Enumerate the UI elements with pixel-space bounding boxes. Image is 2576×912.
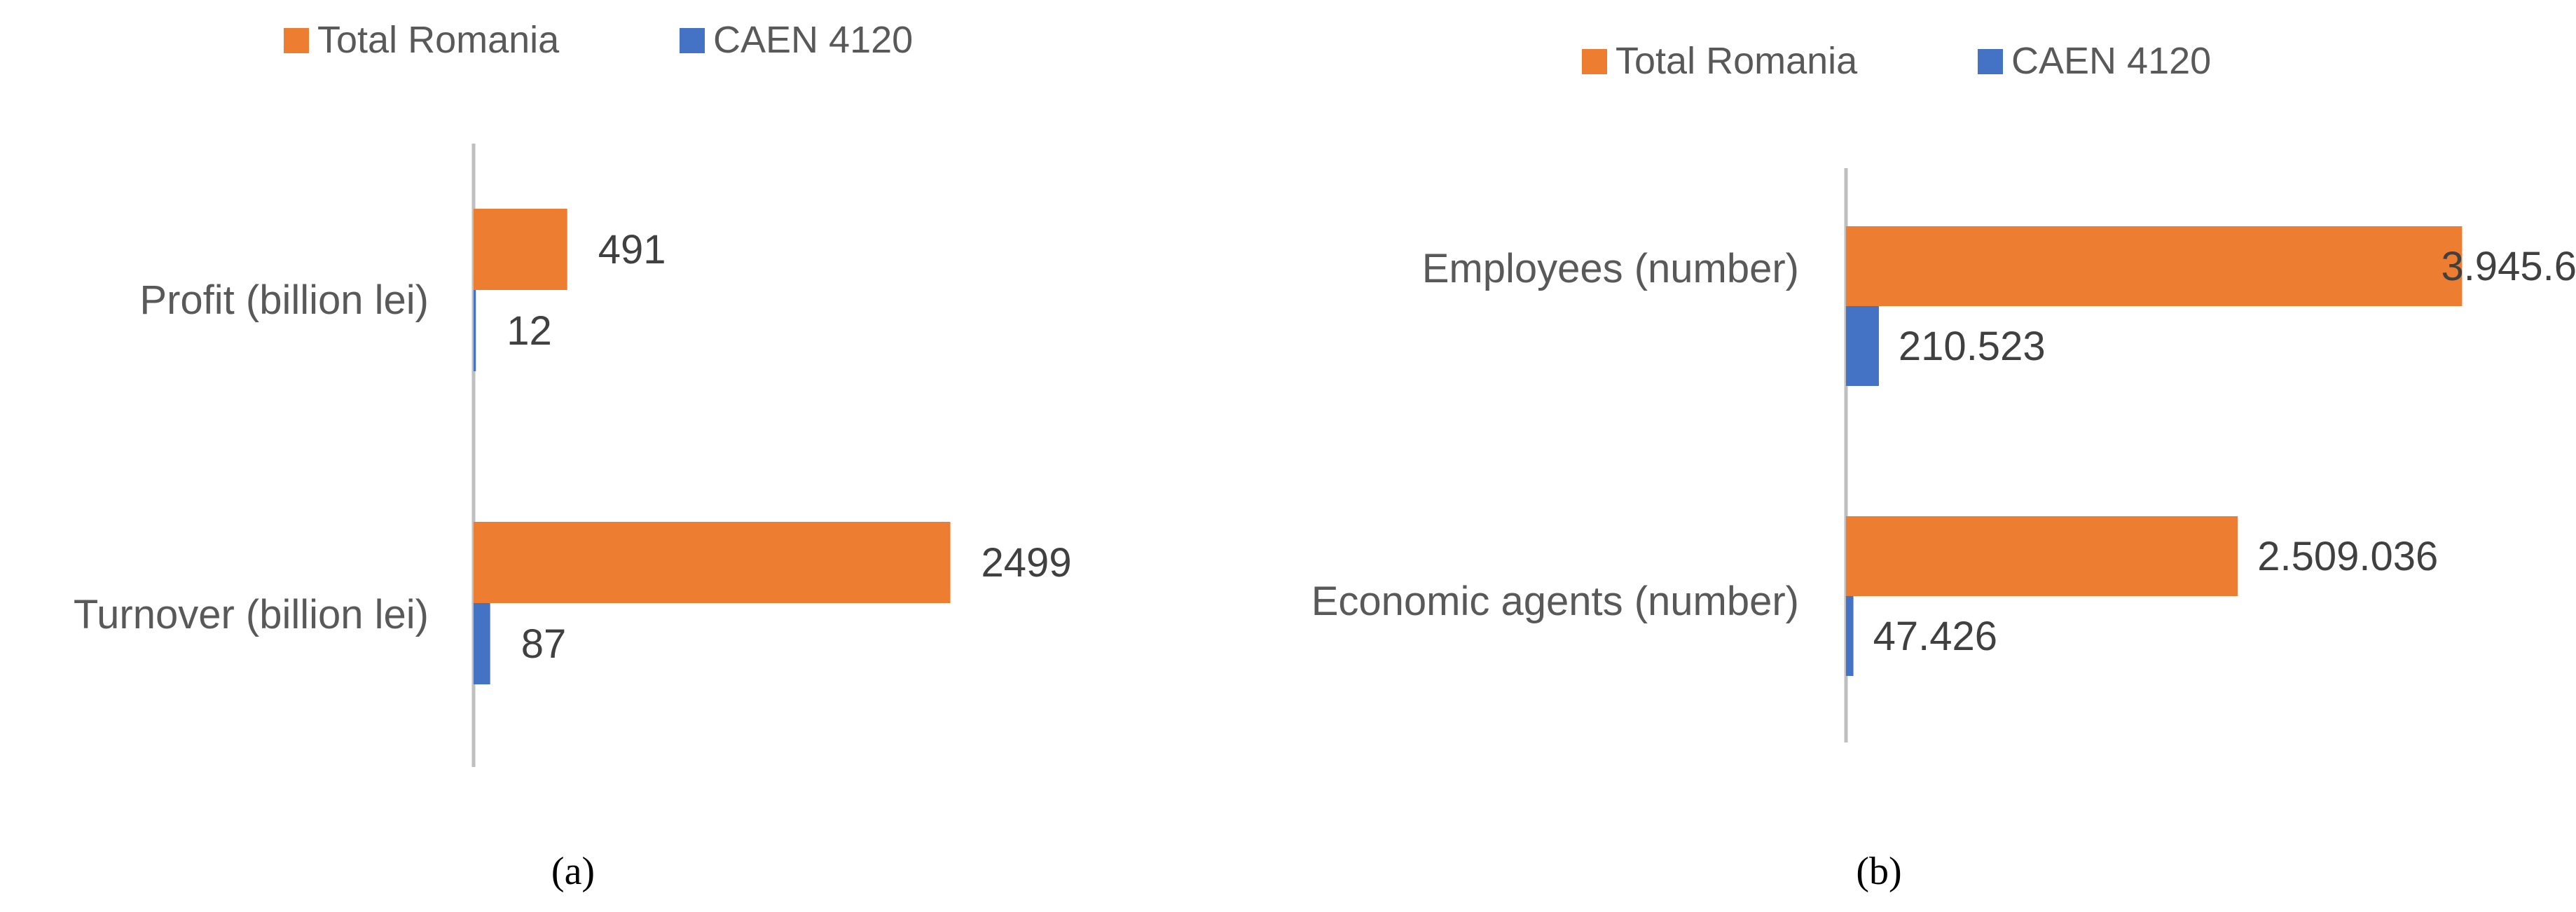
panel-caption-a: (a) [551,850,595,893]
legend-swatch-total-romania-a [284,28,309,53]
bar-total-romania-economic-agents [1846,516,2238,596]
category-label-employees: Employees (number) [1422,246,1799,291]
bar-caen-4120-turnover [474,603,490,684]
legend-label-caen-4120-b: CAEN 4120 [2011,40,2211,82]
bar-caen-4120-profit [474,290,476,371]
legend-swatch-total-romania-b [1582,49,1607,74]
bar-total-romania-employees [1846,226,2463,306]
bar-caen-4120-economic-agents [1846,596,1854,676]
legend-swatch-caen-4120-b [1978,49,2003,74]
data-label-total-romania-economic-agents: 2.509.036 [2257,534,2438,579]
data-label-caen-4120-profit: 12 [507,308,552,354]
chart-panel-b: Total Romania CAEN 4120 Employees (numbe… [1311,40,2576,893]
data-label-total-romania-turnover: 2499 [982,540,1072,586]
panel-caption-b: (b) [1856,850,1901,893]
legend-b: Total Romania CAEN 4120 [1582,40,2211,82]
category-label-profit: Profit (billion lei) [139,277,429,323]
category-label-turnover: Turnover (billion lei) [74,592,429,637]
chart-panel-a: Total Romania CAEN 4120 Profit (billion … [74,19,1072,893]
legend-label-caen-4120-a: CAEN 4120 [713,19,913,61]
bar-total-romania-profit [474,209,567,290]
data-label-caen-4120-turnover: 87 [521,621,567,667]
data-label-caen-4120-economic-agents: 47.426 [1873,614,1997,659]
data-label-caen-4120-employees: 210.523 [1899,324,2046,369]
bar-caen-4120-employees [1846,306,1879,386]
legend-label-total-romania-b: Total Romania [1616,40,1858,82]
legend-label-total-romania-a: Total Romania [317,19,560,61]
legend-swatch-caen-4120-a [680,28,705,53]
bar-total-romania-turnover [474,522,951,603]
legend-a: Total Romania CAEN 4120 [284,19,913,61]
category-label-economic-agents: Economic agents (number) [1311,579,1799,624]
data-label-total-romania-employees: 3.945.683 [2441,244,2576,289]
data-label-total-romania-profit: 491 [598,227,666,272]
